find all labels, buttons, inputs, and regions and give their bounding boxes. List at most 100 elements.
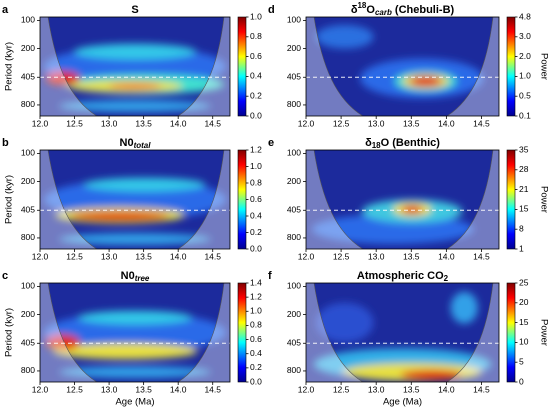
colorbar-label: Power [538, 53, 549, 80]
colorbar-tick-label: 4.8 [519, 11, 531, 21]
colorbar-tick-label: 0.8 [250, 177, 262, 187]
colorbar-tick-label: 0.4 [250, 210, 262, 220]
y-axis-label: Period (kyr) [4, 308, 15, 357]
colorbar [506, 149, 516, 250]
y-tick-label: 200 [21, 309, 35, 319]
y-tick-label: 200 [287, 176, 301, 186]
power-blob [74, 43, 196, 60]
y-tick-label: 800 [287, 365, 301, 375]
colorbar-tick-label: 1.0 [250, 161, 262, 171]
y-tick-label: 100 [21, 281, 35, 291]
title-part: O (Benthic) [381, 137, 441, 149]
colorbar-tick-label: 5 [519, 356, 524, 366]
cone-left [40, 283, 98, 382]
x-tick-label: 12.5 [66, 251, 83, 261]
x-tick-label: 14.0 [438, 118, 455, 128]
x-tick-label: 13.5 [403, 384, 420, 394]
title-part: tree [135, 274, 150, 283]
x-tick-label: 14.5 [473, 384, 490, 394]
colorbar-tick-label: 1 [519, 243, 524, 253]
title-part: 2 [444, 274, 449, 283]
colorbar-tick-label: 0.2 [250, 90, 262, 100]
title-part: (Chebuli-B) [392, 4, 455, 16]
x-tick-label: 13.0 [368, 384, 385, 394]
x-tick-label: 14.0 [438, 384, 455, 394]
colorbar [237, 282, 247, 383]
colorbar-tick-label: 10 [519, 337, 529, 347]
power-field [306, 150, 499, 249]
y-tick-label: 405 [287, 72, 301, 82]
title-part: δ [351, 4, 358, 16]
power-field [40, 17, 230, 116]
colorbar-tick-label: 0.6 [250, 194, 262, 204]
power-blob [315, 302, 374, 343]
panel-title: N0total [120, 137, 152, 150]
colorbar-tick-label: 0.2 [250, 227, 262, 237]
colorbar-tick-label: 0.0 [250, 110, 262, 120]
title-part: total [134, 141, 152, 150]
panel-title: δ18Ocarb (Chebuli-B) [351, 1, 455, 17]
panel: 12.0 12.5 13.0 13.5 14.0 14.5 100 200 405 800 0.0 0… [2, 4, 262, 128]
cone-right [446, 150, 499, 249]
title-part: carb [375, 8, 392, 17]
y-axis-label: Period (kyr) [4, 42, 15, 91]
x-tick-label: 14.5 [473, 118, 490, 128]
cone-left [40, 150, 98, 249]
panel: 12.0 12.5 13.0 13.5 14.0 14.5 100 200 405 800 0.0 0… [2, 137, 262, 261]
x-tick-label: 12.0 [32, 384, 49, 394]
cone-right [177, 150, 230, 249]
panel-title: Atmospheric CO2 [357, 270, 449, 283]
colorbar-label: Power [538, 319, 549, 346]
colorbar-tick-label: 15 [519, 204, 529, 214]
x-tick-label: 12.5 [66, 384, 83, 394]
colorbar-tick-label: 0.4 [250, 71, 262, 81]
power-blob [45, 334, 80, 351]
power-blob [70, 211, 170, 221]
colorbar-tick-label: 1.4 [250, 277, 262, 287]
cone-right [446, 17, 499, 116]
panel: 12.0 12.5 13.0 13.5 14.0 14.51002004058001815… [268, 137, 549, 261]
x-tick-label: 14.0 [438, 251, 455, 261]
x-tick-label: 13.5 [403, 118, 420, 128]
y-tick-label: 405 [287, 205, 301, 215]
x-tick-label: 13.0 [101, 251, 118, 261]
colorbar-label: Power [538, 186, 549, 213]
x-tick-label: 13.0 [368, 118, 385, 128]
power-blob [108, 82, 162, 90]
panel-letter: c [2, 270, 8, 282]
colorbar-tick-label: 0.5 [519, 90, 531, 100]
power-field [40, 150, 230, 249]
y-tick-label: 100 [21, 148, 35, 158]
x-tick-label: 13.5 [403, 251, 420, 261]
blobs [43, 43, 227, 113]
panel: 12.0 12.5 13.0 13.5 14.0 14.5 100 200 405 800 0.1 0… [268, 1, 549, 128]
colorbar-tick-label: 0.4 [250, 348, 262, 358]
plot-frame [39, 282, 231, 383]
y-tick-label: 100 [287, 281, 301, 291]
x-tick-label: 14.5 [204, 251, 221, 261]
colorbar-tick-label: 1.2 [250, 144, 262, 154]
panel-title: N0tree [121, 270, 150, 283]
x-tick-label: 12.5 [333, 384, 350, 394]
y-tick-label: 405 [21, 72, 35, 82]
title-part: N0 [121, 270, 135, 282]
panel-letter: a [2, 4, 9, 16]
blobs [43, 177, 227, 246]
title-part: δ [365, 137, 372, 149]
y-tick-label: 100 [287, 15, 301, 25]
colorbar-tick-label: 1.2 [250, 291, 262, 301]
power-blob [59, 366, 211, 379]
colorbar [506, 282, 516, 383]
title-part: 18 [357, 1, 366, 10]
panel-letter: b [2, 137, 9, 149]
colorbar-tick-label: 0.8 [250, 320, 262, 330]
plot-frame [305, 16, 500, 117]
power-blob [83, 177, 206, 192]
x-tick-label: 13.0 [101, 118, 118, 128]
power-blob [45, 71, 80, 86]
power-blob [43, 312, 227, 353]
cone-left [306, 150, 364, 249]
title-part: 18 [372, 141, 381, 150]
colorbar-tick-label: 21 [519, 184, 529, 194]
title-part: N0 [120, 137, 134, 149]
